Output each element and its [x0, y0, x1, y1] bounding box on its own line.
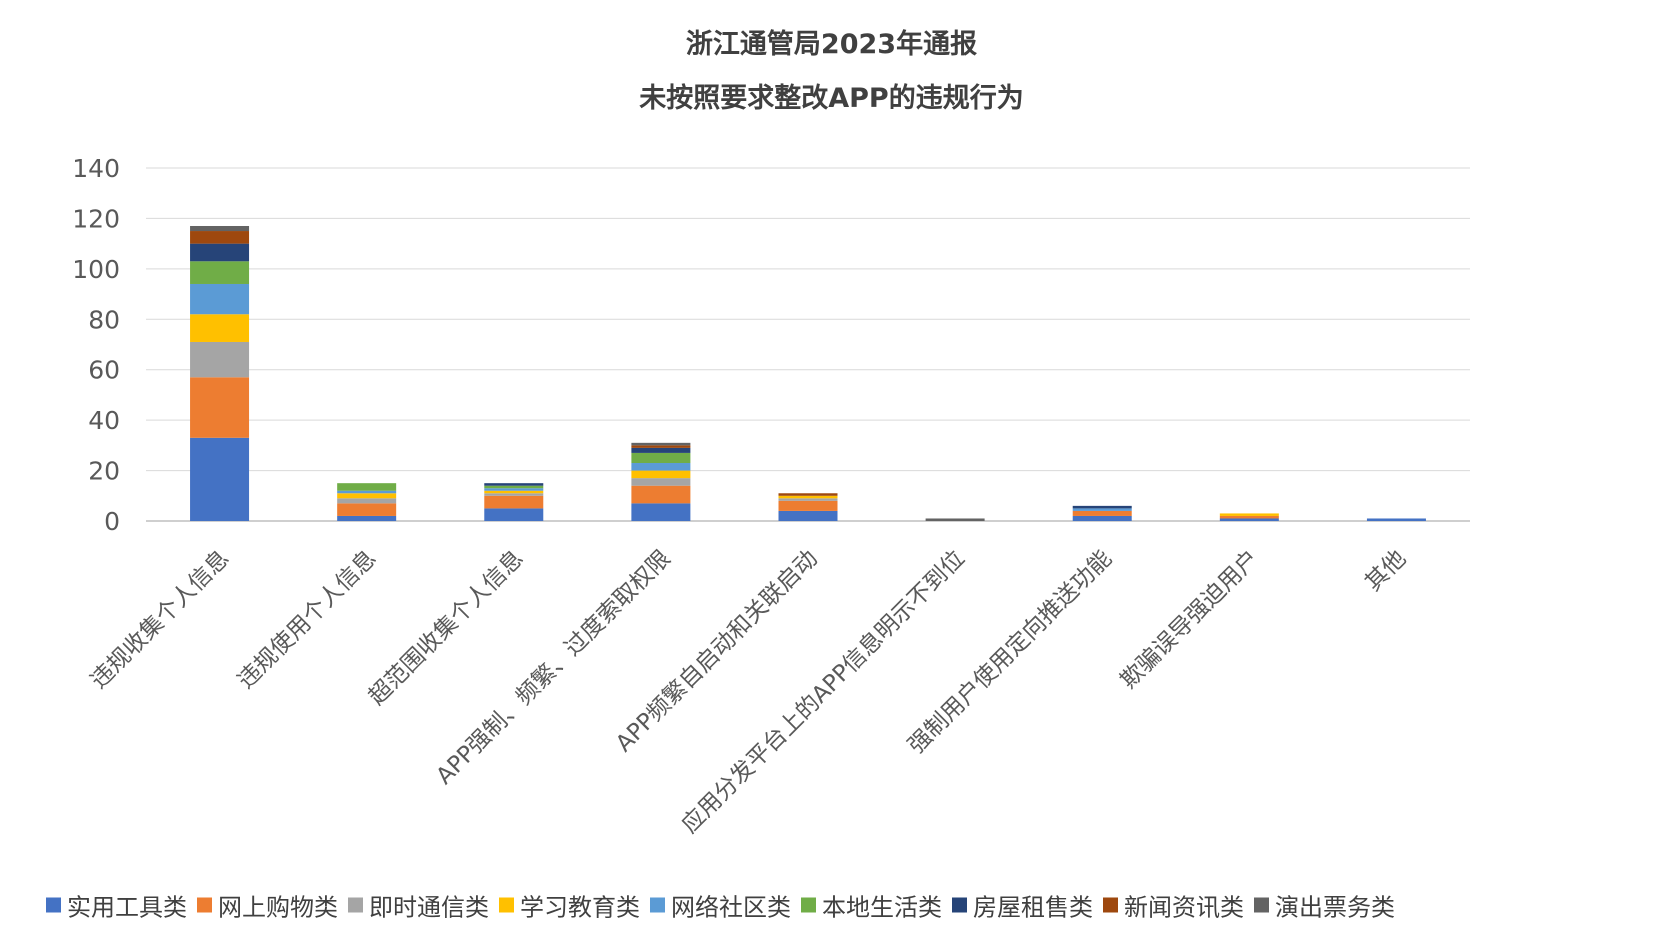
bar-segment	[190, 314, 250, 342]
legend-item: 房屋租售类	[952, 888, 1093, 923]
bar-segment	[1219, 515, 1279, 519]
bar-segment	[1072, 510, 1132, 516]
legend-label: 实用工具类	[67, 893, 187, 922]
bar-segment	[190, 261, 250, 284]
legend-item: 网络社区类	[650, 888, 791, 923]
bar-segment	[1072, 508, 1132, 511]
legend-label: 即时通信类	[369, 893, 489, 922]
bar-segment	[337, 483, 397, 491]
bar-segment	[1366, 518, 1426, 521]
bar-segment	[631, 470, 691, 479]
bar-segment	[190, 437, 250, 521]
legend-swatch	[801, 897, 816, 913]
bar-segment	[631, 447, 691, 453]
x-tick-label: 应用分发平台上的APP信息明示不到位	[677, 545, 970, 838]
x-tick-label: 超范围收集个人信息	[364, 545, 529, 710]
bar-segment	[925, 518, 985, 521]
bar-segment	[484, 483, 544, 486]
legend-item: 实用工具类	[46, 888, 187, 923]
bar-segment	[631, 478, 691, 486]
bar-segment	[190, 243, 250, 262]
y-tick-label: 60	[88, 356, 120, 385]
bar-segment	[631, 503, 691, 521]
bar-segment	[484, 490, 544, 494]
legend-label: 本地生活类	[822, 893, 942, 922]
y-tick-label: 40	[88, 406, 120, 435]
legend-swatch	[952, 897, 967, 913]
bar-segment	[484, 508, 544, 521]
bar-segment	[631, 463, 691, 471]
bar-segment	[1072, 515, 1132, 521]
legend-label: 新闻资讯类	[1124, 893, 1244, 922]
bar-segment	[337, 515, 397, 521]
bar-segment	[631, 445, 691, 448]
legend-item: 新闻资讯类	[1103, 888, 1244, 923]
bar-segment	[190, 283, 250, 315]
legend-label: 学习教育类	[520, 893, 640, 922]
legend-swatch	[46, 897, 61, 913]
bar-segment	[190, 377, 250, 438]
gridlines	[146, 167, 1470, 522]
bars	[190, 225, 1426, 521]
bar-segment	[484, 485, 544, 489]
y-tick-label: 20	[88, 457, 120, 486]
bar-segment	[1072, 505, 1132, 509]
bar-segment	[631, 452, 691, 464]
bar-segment	[190, 341, 250, 378]
x-axis-tick-labels: 违规收集个人信息违规使用个人信息超范围收集个人信息APP强制、频繁、过度索取权限…	[86, 545, 1411, 838]
legend-label: 网上购物类	[218, 893, 338, 922]
bar-segment	[778, 500, 838, 511]
bar-segment	[484, 488, 544, 491]
x-tick-label: 违规使用个人信息	[233, 545, 381, 693]
legend-swatch	[348, 897, 363, 913]
bar-segment	[778, 510, 838, 521]
bar-segment	[778, 495, 838, 499]
chart-title: 浙江通管局2023年通报	[685, 29, 978, 60]
y-tick-label: 140	[72, 154, 120, 183]
bar-segment	[778, 493, 838, 496]
y-tick-label: 80	[88, 305, 120, 334]
bar-segment	[190, 231, 250, 244]
legend-item: 演出票务类	[1254, 888, 1395, 923]
legend-item: 网上购物类	[197, 888, 338, 923]
legend-item: 即时通信类	[348, 888, 489, 923]
bar-segment	[778, 498, 838, 501]
bar-segment	[337, 490, 397, 494]
bar-segment	[337, 503, 397, 516]
x-tick-label: 违规收集个人信息	[86, 545, 234, 693]
legend-item: 本地生活类	[801, 888, 942, 923]
legend-swatch	[650, 897, 665, 913]
bar-segment	[1219, 513, 1279, 516]
bar-segment	[337, 498, 397, 504]
bar-segment	[484, 495, 544, 509]
bar-segment	[631, 442, 691, 446]
bar-segment	[1219, 518, 1279, 521]
x-tick-label: APP强制、频繁、过度索取权限	[431, 545, 675, 789]
legend-label: 网络社区类	[671, 893, 791, 922]
y-tick-label: 100	[72, 255, 120, 284]
legend-swatch	[499, 897, 514, 913]
bar-segment	[631, 485, 691, 504]
legend-swatch	[1254, 897, 1269, 913]
x-tick-label: 其他	[1360, 545, 1411, 596]
bar-segment	[190, 225, 250, 232]
legend-swatch	[1103, 897, 1118, 913]
x-tick-label: 欺骗误导强迫用户	[1116, 545, 1264, 693]
bar-segment	[484, 493, 544, 496]
legend-label: 房屋租售类	[973, 893, 1093, 922]
legend-label: 演出票务类	[1275, 893, 1395, 922]
chart-subtitle: 未按照要求整改APP的违规行为	[639, 83, 1024, 114]
legend: 实用工具类 网上购物类 即时通信类 学习教育类 网络社区类 本地生活类 房屋租售类 新闻资讯类…	[46, 888, 1395, 923]
y-tick-label: 0	[104, 507, 120, 536]
y-tick-label: 120	[72, 204, 120, 233]
bar-segment	[337, 493, 397, 499]
y-axis-tick-labels: 0 20 40 60 80 100 120 140	[72, 154, 120, 536]
legend-item: 学习教育类	[499, 888, 640, 923]
legend-swatch	[197, 897, 212, 913]
